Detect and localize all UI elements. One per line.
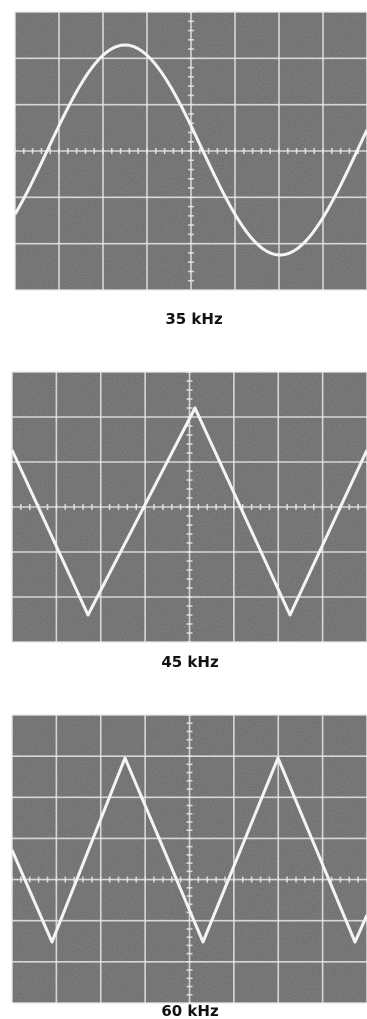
scope-panel [12,372,367,642]
scope-panel [15,12,367,290]
scope-panel [12,715,367,1003]
caption: 45 kHz [161,653,219,671]
figure: 35 kHz 45 kHz 60 kHz [0,0,367,1019]
caption: 60 kHz [161,1002,219,1019]
caption: 35 kHz [165,310,223,328]
